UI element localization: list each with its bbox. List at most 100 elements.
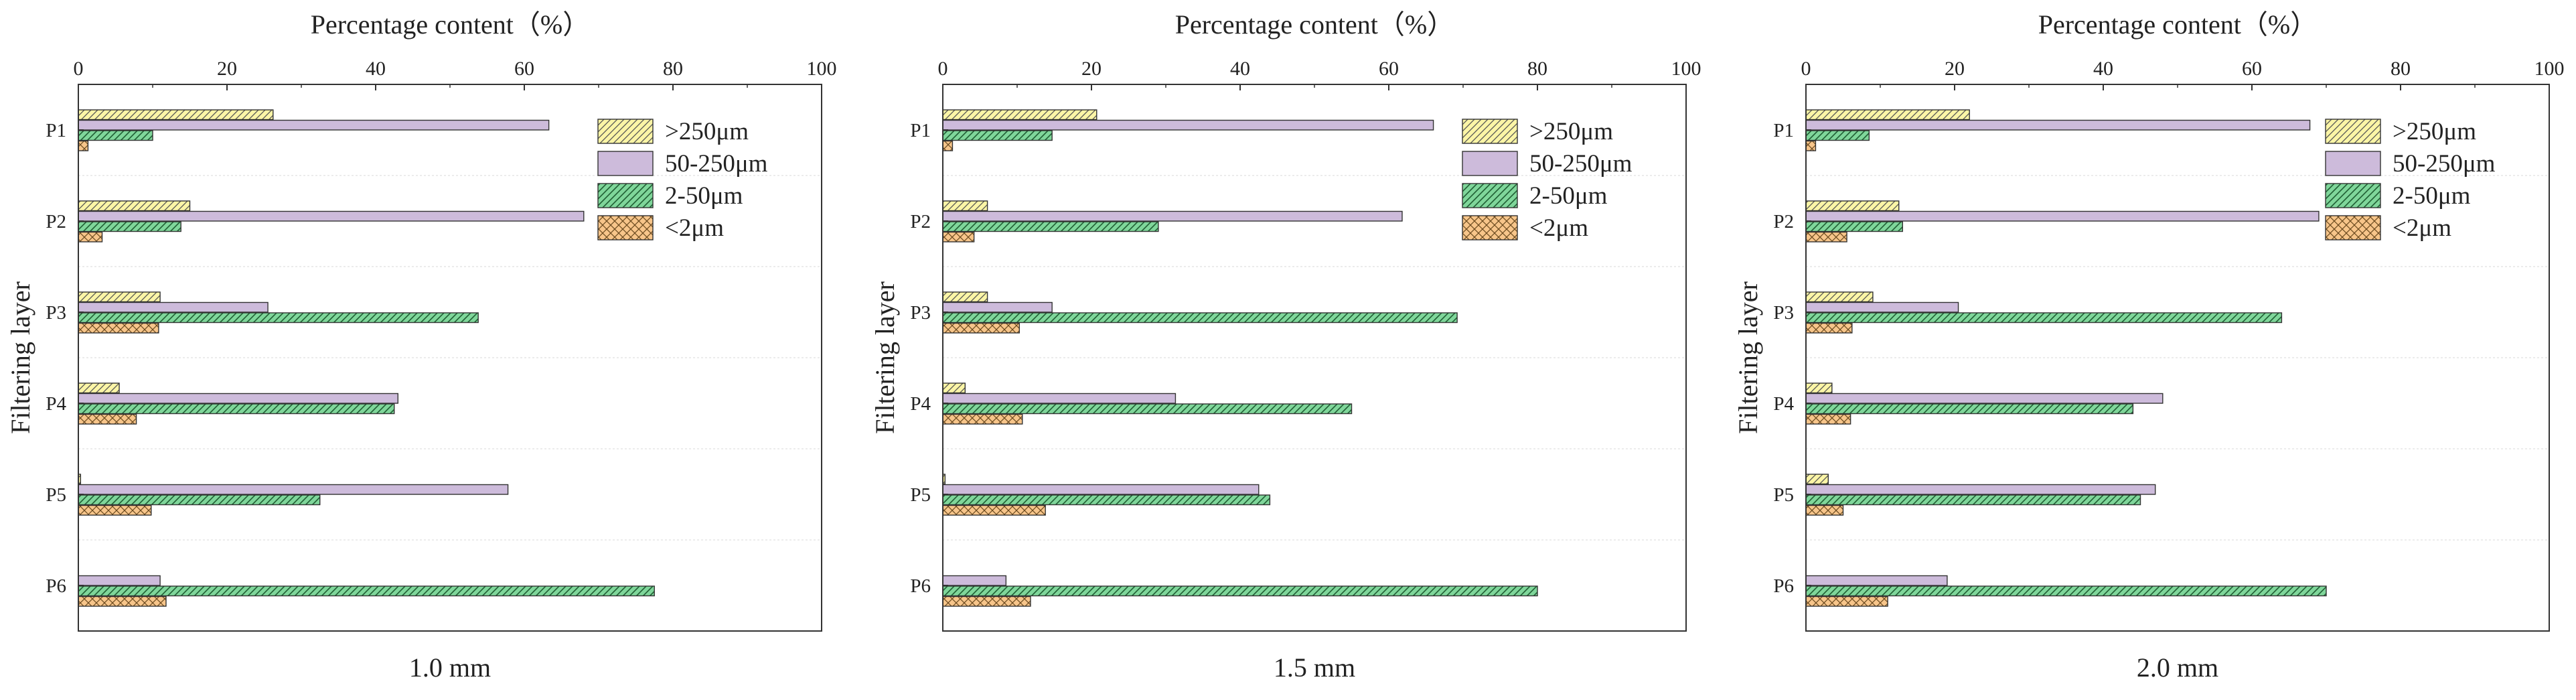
x-tick-label: 80	[2391, 58, 2411, 80]
bar-p1-series-1	[78, 109, 274, 121]
bar-p4-series-2	[942, 393, 1177, 404]
y-tick-label: P1	[46, 120, 66, 141]
legend-label: 50-250μm	[665, 150, 768, 178]
y-tick-label: P4	[1773, 393, 1794, 415]
y-tick-label: P3	[1773, 302, 1794, 324]
bar-p3-series-4	[1805, 322, 1853, 334]
chart-panel-1: 0 20 40 60 80 100 P1 P2 P3 P4 P5 P6 Percentage conte…	[5, 9, 837, 683]
bar-p6-series-4	[942, 596, 1031, 607]
legend-label: <2μm	[665, 214, 724, 242]
chart-title: 2.0 mm	[2137, 652, 2218, 683]
bar-p1-series-4	[1805, 140, 1817, 151]
bar-p4-series-4	[942, 413, 1023, 425]
bar-p4-series-4	[78, 413, 137, 425]
y-tick-label: P6	[46, 575, 66, 597]
bar-p3-series-2	[78, 301, 269, 313]
legend-label: >250μm	[1529, 118, 1613, 145]
legend-swatch-4	[597, 215, 654, 240]
legend-label: <2μm	[1529, 214, 1588, 242]
legend-swatch-3	[2325, 183, 2381, 208]
bar-p6-series-4	[1805, 596, 1888, 607]
y-tick-label: P4	[46, 393, 66, 415]
bar-p2-series-4	[942, 231, 975, 242]
bar-p5-series-3	[1805, 494, 2141, 506]
chart-panel-3: 0 20 40 60 80 100 P1 P2 P3 P4 P5 P6 Percentage conte…	[1733, 9, 2565, 683]
legend-label: 2-50μm	[665, 182, 743, 210]
x-axis-title: Percentage content（%）	[311, 9, 590, 40]
x-tick-label: 100	[807, 58, 837, 80]
bar-p2-series-3	[78, 221, 181, 232]
y-tick-label: P2	[910, 211, 931, 232]
legend-swatch-1	[597, 119, 654, 144]
bar-p3-series-1	[78, 291, 161, 303]
legend-label: >250μm	[665, 118, 749, 145]
y-tick-label: P5	[910, 484, 931, 506]
y-tick-label: P1	[1773, 120, 1794, 141]
legend-label: <2μm	[2393, 214, 2451, 242]
legend-swatch-1	[1462, 119, 1518, 144]
x-tick-label: 100	[2534, 58, 2565, 80]
y-axis-title: Filtering layer	[1733, 281, 1763, 434]
bar-p2-series-1	[1805, 200, 1900, 212]
legend-swatch-2	[597, 151, 654, 176]
x-tick-label: 60	[514, 58, 534, 80]
bar-p3-series-1	[1805, 291, 1874, 303]
bar-p1-series-3	[78, 130, 153, 141]
bar-p5-series-2	[942, 484, 1260, 495]
chart-title: 1.0 mm	[409, 652, 491, 683]
x-tick-label: 40	[2093, 58, 2113, 80]
legend-swatch-3	[1462, 183, 1518, 208]
legend-label: >250μm	[2393, 118, 2476, 145]
x-tick-label: 20	[217, 58, 237, 80]
legend-swatch-2	[1462, 151, 1518, 176]
x-tick-label: 60	[2242, 58, 2262, 80]
y-tick-label: P3	[910, 302, 931, 324]
bar-p2-series-2	[1805, 210, 2320, 222]
bar-p1-series-1	[942, 109, 1097, 121]
bar-p4-series-4	[1805, 413, 1851, 425]
x-tick-label: 0	[74, 58, 84, 80]
bar-p4-series-3	[78, 403, 395, 415]
x-tick-label: 80	[663, 58, 683, 80]
bar-p4-series-3	[1805, 403, 2134, 415]
y-tick-label: P6	[910, 575, 931, 597]
bar-p1-series-2	[942, 119, 1434, 131]
y-tick-label: P2	[46, 211, 66, 232]
x-tick-label: 60	[1379, 58, 1399, 80]
y-tick-label: P4	[910, 393, 931, 415]
y-axis-title: Filtering layer	[5, 281, 35, 434]
legend-label: 50-250μm	[1529, 150, 1633, 178]
bar-p3-series-4	[942, 322, 1020, 334]
bar-p2-series-4	[1805, 231, 1847, 242]
bar-p1-series-2	[1805, 119, 2311, 131]
bar-p4-series-2	[1805, 393, 2164, 404]
x-tick-label: 20	[1945, 58, 1965, 80]
bar-p1-series-2	[78, 119, 550, 131]
bar-p5-series-1	[1805, 474, 1829, 485]
bar-p6-series-4	[78, 596, 167, 607]
x-axis-title: Percentage content（%）	[1175, 9, 1454, 40]
legend-swatch-2	[2325, 151, 2381, 176]
bar-p2-series-3	[1805, 221, 1904, 232]
x-tick-label: 100	[1671, 58, 1701, 80]
legend-swatch-4	[2325, 215, 2381, 240]
bar-p3-series-3	[1805, 312, 2283, 324]
bar-p6-series-3	[78, 585, 655, 597]
bar-p4-series-1	[1805, 382, 1833, 394]
bar-p2-series-3	[942, 221, 1159, 232]
bar-p5-series-4	[1805, 504, 1844, 516]
bar-p1-series-1	[1805, 109, 1970, 121]
bar-p5-series-2	[1805, 484, 2156, 495]
bar-p2-series-2	[78, 210, 585, 222]
chart-panel-2: 0 20 40 60 80 100 P1 P2 P3 P4 P5 P6 Percentage conte…	[870, 9, 1701, 683]
bar-p3-series-1	[942, 291, 988, 303]
x-tick-label: 20	[1081, 58, 1102, 80]
x-tick-label: 0	[938, 58, 948, 80]
x-tick-label: 40	[1230, 58, 1250, 80]
legend-swatch-1	[2325, 119, 2381, 144]
bar-p1-series-3	[1805, 130, 1870, 141]
x-tick-label: 80	[1527, 58, 1547, 80]
y-tick-label: P2	[1773, 211, 1794, 232]
y-axis-title: Filtering layer	[870, 281, 900, 434]
